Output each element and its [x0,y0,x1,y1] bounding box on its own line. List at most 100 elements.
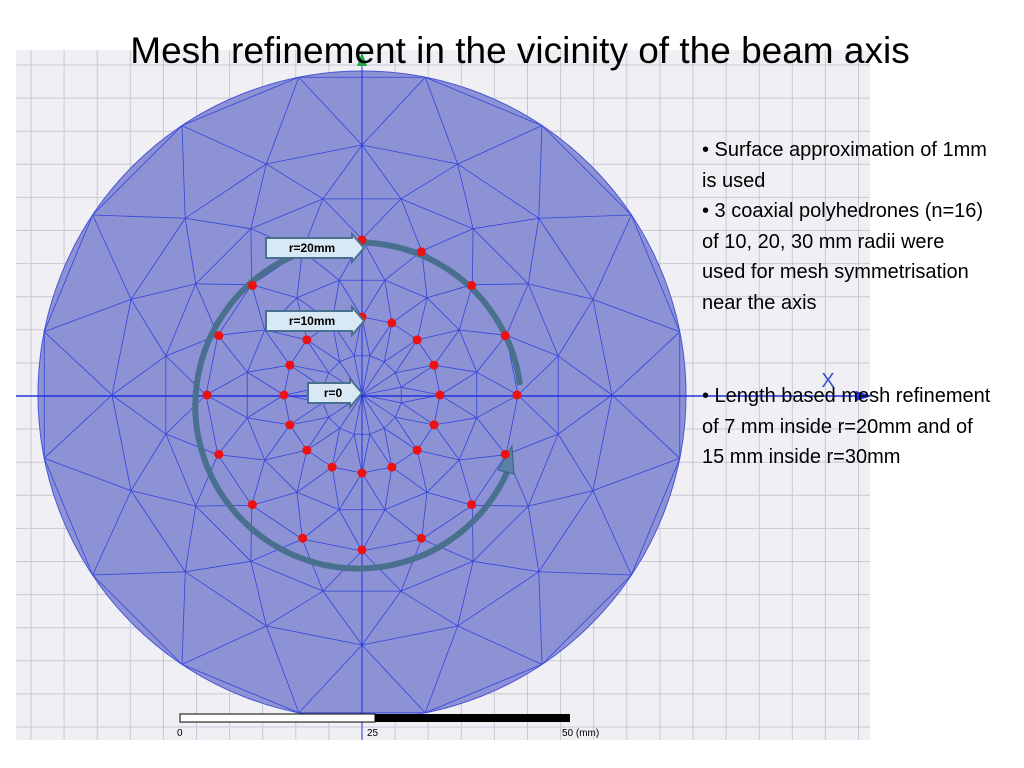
mesh-edge [289,364,329,374]
mesh-edge [394,339,418,373]
node [202,390,212,400]
mesh-edge [424,77,459,165]
node [298,533,308,543]
mesh-edge [331,434,355,468]
mesh-edge [361,144,402,200]
mesh-edge [130,490,196,507]
bullet: • Length based mesh refinement of 7 mm i… [702,385,991,468]
mesh-edge [592,214,632,300]
mesh-edge [383,428,393,468]
mesh-edge [165,283,197,357]
label-arrow [265,304,366,338]
mesh-edge [369,427,385,435]
mesh-edge [361,238,386,281]
mesh-edge [457,125,543,165]
mesh-edge [331,466,340,510]
mesh-edge [421,538,474,562]
mesh-edge [250,198,324,230]
node [416,247,426,257]
mesh-edge [217,284,253,336]
mesh-edge [361,386,402,396]
mesh-edge [217,335,248,373]
mesh-edge [421,228,474,252]
label-r20: r=20mm [265,231,366,265]
node [247,280,257,290]
node [429,360,439,370]
mesh-edge [185,163,267,219]
mesh-edge [527,433,559,507]
mesh-edge [384,427,418,451]
mesh-edge [458,417,478,461]
mesh-edge [296,466,333,493]
mesh-edge [611,331,681,396]
mesh-edge [247,394,285,419]
mesh-edge [538,490,594,572]
mesh-edge [361,625,458,646]
mesh-edge [322,550,363,592]
mesh-edge [205,394,219,455]
mesh-edge [401,386,441,396]
mesh-edge [421,504,473,540]
mesh-edge [185,217,251,230]
mesh-edge [205,371,248,396]
label-r0: r=0 [307,376,364,410]
mesh-edge [289,416,329,426]
mesh-edge [472,283,529,286]
mesh-edge [401,364,435,388]
mesh-edge [592,299,613,396]
mesh-edge [92,490,132,576]
mesh-edge [425,76,543,126]
mesh-edge [361,316,392,324]
mesh-edge [439,371,477,396]
mesh-edge [361,509,386,552]
mesh-edge [457,163,539,219]
mesh-edge [331,428,341,468]
mesh-edge [251,284,298,299]
mesh-edge [264,459,298,493]
mesh-edge [391,449,418,468]
mesh-edge [266,590,324,627]
mesh-edge [265,625,300,713]
mesh-edge [217,417,248,455]
mesh-edge [361,280,386,318]
mesh-edge [332,466,363,474]
mesh-edge [361,394,371,435]
mesh-edge [43,331,113,396]
mesh-edge [394,402,402,418]
mesh-edge [505,334,559,357]
node [387,462,397,472]
mesh-edge [361,144,458,165]
mesh-edge [541,125,632,216]
mesh-edge [361,644,426,714]
mesh-edge [541,574,632,665]
mesh-edge [391,322,418,341]
mesh-edge [339,355,355,363]
mesh-edge [322,402,330,418]
mesh-edge [306,449,333,468]
node [412,335,422,345]
mesh-edge [361,472,386,510]
radius-label: r=0 [324,386,343,400]
mesh-edge [250,560,324,592]
mesh-edge [165,433,219,456]
mesh-edge [459,329,507,336]
mesh-edge [328,361,341,374]
mesh-edge [400,538,423,592]
node [429,420,439,430]
mesh-edge [296,279,340,299]
bullet: • 3 coaxial polyhedrones (n=16) of 10, 2… [702,200,984,314]
mesh-edge [181,76,299,126]
mesh-edge [395,364,435,374]
mesh-edge [250,561,267,627]
mesh-edge [111,394,132,491]
mesh-edge [459,454,507,461]
mesh-edge [433,365,441,396]
mesh-edge [395,416,435,426]
mesh-edge [433,394,441,425]
mesh-edge [592,457,680,492]
mesh-edge [458,459,473,506]
mesh-edge [130,490,186,572]
mesh-edge [517,394,559,435]
mesh-edge [472,504,529,507]
